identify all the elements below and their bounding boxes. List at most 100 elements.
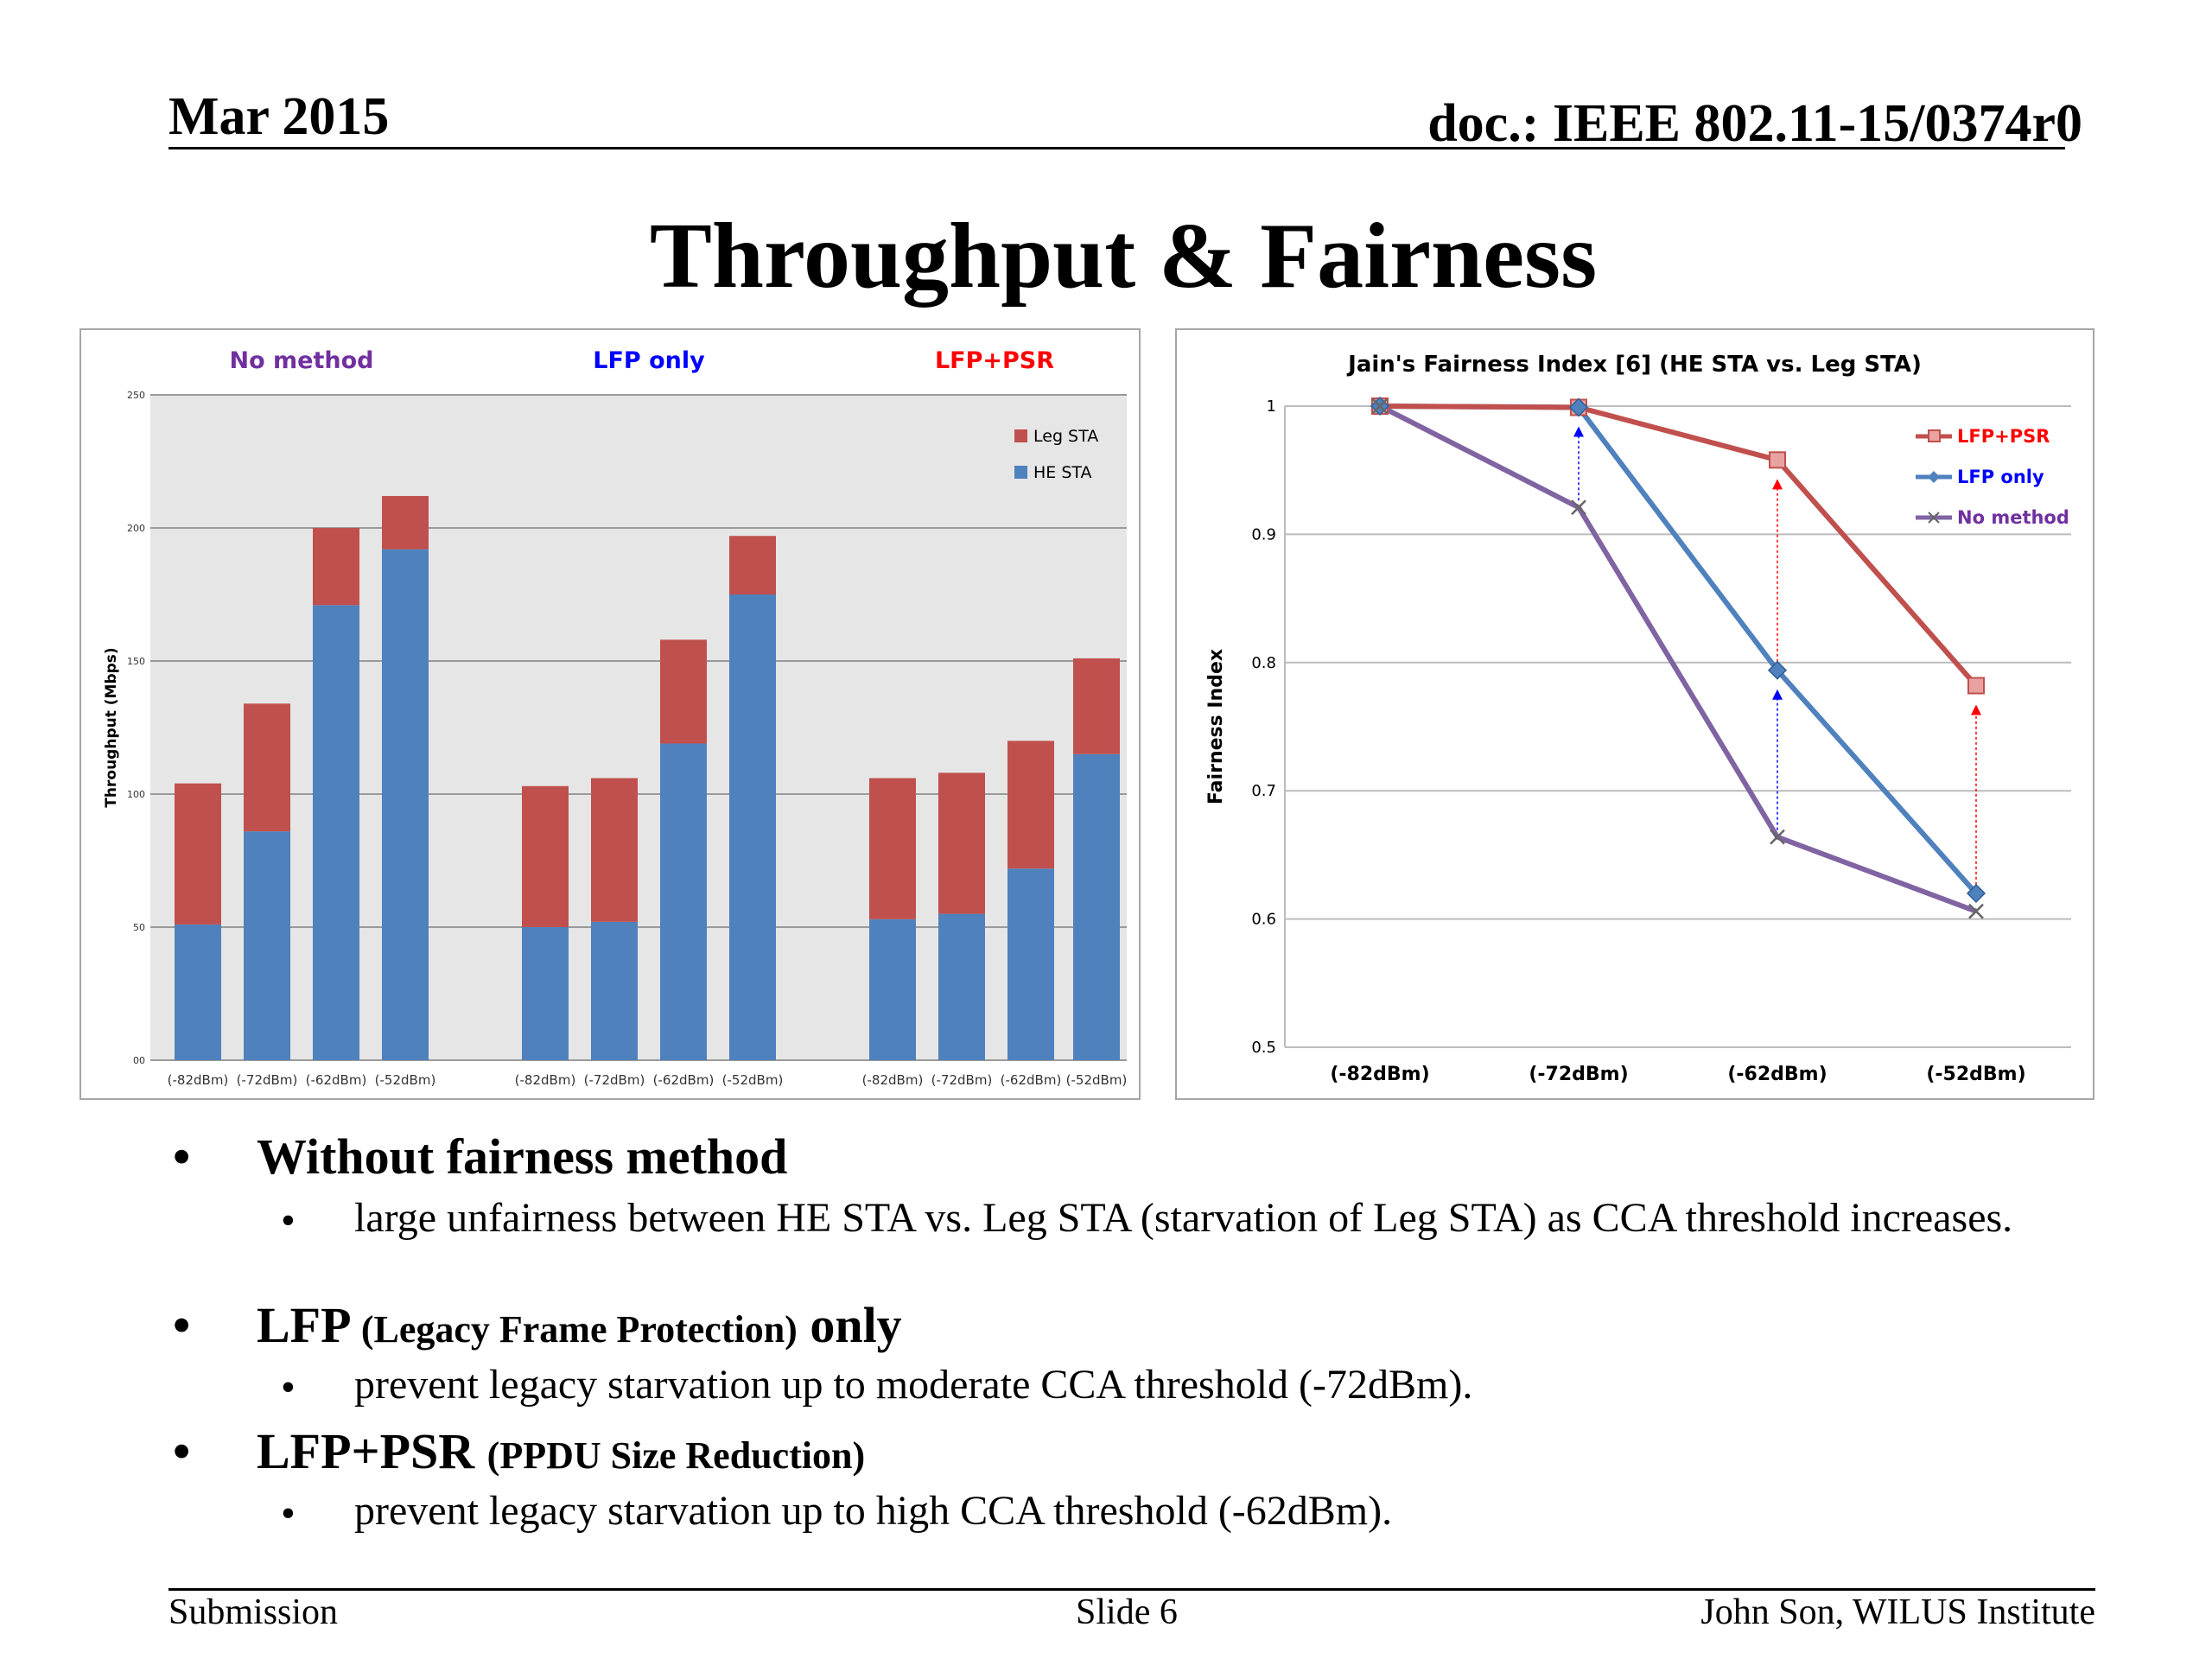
bar-leg-sta [869, 778, 916, 919]
point-marker [1966, 883, 1986, 903]
y-axis-label: Fairness Index [1205, 649, 1227, 804]
footer-submission: Submission [168, 1592, 339, 1632]
footer-slide-number: Slide 6 [1076, 1592, 1178, 1632]
bar-he-sta [382, 549, 429, 1060]
legend-swatch-he [1014, 466, 1027, 479]
improvement-arrow-lfp-head [1772, 689, 1783, 700]
x-tick-label: (-62dBm) [306, 1072, 367, 1088]
bullet-dot: • [173, 1423, 191, 1479]
bullet-main: LFP+PSR [257, 1423, 475, 1479]
bar-he-sta [938, 913, 985, 1060]
bar-leg-sta [660, 639, 707, 744]
legend-label-leg: Leg STA [1033, 427, 1098, 446]
header-rule [168, 147, 2065, 149]
y-tick-label: 0.7 [1251, 782, 1276, 800]
fairness-line-chart: Jain's Fairness Index [6] (HE STA vs. Le… [1175, 328, 2094, 1100]
sub-bullet-dot: • [281, 1364, 296, 1410]
y-tick-label: 0.6 [1251, 911, 1276, 929]
bar-he-sta [1073, 753, 1120, 1060]
bullet-paren: (PPDU Size Reduction) [486, 1434, 866, 1477]
legend-label: LFP+PSR [1957, 426, 2050, 447]
chart-title: Jain's Fairness Index [6] (HE STA vs. Le… [1346, 352, 1922, 378]
bar-he-sta [1007, 868, 1054, 1060]
x-tick-label: (-72dBm) [237, 1072, 298, 1088]
point-marker [1770, 829, 1785, 845]
sub-bullet-dot: • [281, 1491, 296, 1536]
bar-he-sta [729, 594, 776, 1060]
x-tick-label: (-52dBm) [1066, 1072, 1128, 1088]
y-tick-label: 0.8 [1251, 654, 1276, 672]
bar-leg-sta [1007, 741, 1054, 869]
x-tick-label: (-82dBm) [1330, 1064, 1429, 1085]
y-tick-label: 200 [127, 523, 145, 534]
x-tick-label: (-62dBm) [1727, 1064, 1827, 1085]
bullet-main: LFP [257, 1297, 349, 1353]
point-marker [1967, 677, 1985, 695]
legend-marker [1928, 471, 1940, 483]
group-label: LFP+PSR [935, 347, 1054, 374]
x-tick-label: (-82dBm) [862, 1072, 924, 1088]
bar-leg-sta [175, 783, 221, 925]
point-marker [1968, 903, 1984, 919]
point-marker [1568, 397, 1589, 417]
y-axis-label: Throughput (Mbps) [103, 647, 120, 807]
legend-label-he: HE STA [1033, 463, 1092, 482]
sub-bullet-dot: • [281, 1198, 296, 1243]
bullet-tail: only [810, 1297, 902, 1353]
y-tick-label: 150 [127, 656, 145, 667]
x-tick-label: (-72dBm) [1529, 1064, 1628, 1085]
series-line-no-method [1378, 404, 1978, 914]
legend-label: LFP only [1957, 467, 2044, 487]
bar-leg-sta [382, 496, 429, 550]
bar-leg-sta [729, 536, 776, 594]
x-tick-label: (-52dBm) [375, 1072, 436, 1088]
bar-leg-sta [938, 772, 985, 914]
fairness-line-svg: Jain's Fairness Index [6] (HE STA vs. Le… [1205, 352, 2071, 1085]
bar-he-sta [522, 927, 569, 1060]
group-label: LFP only [593, 347, 705, 374]
improvement-arrow-psr-head [1772, 479, 1783, 490]
bullet-dot: • [173, 1297, 191, 1353]
sub-bullet-text: prevent legacy starvation up to moderate… [354, 1362, 1473, 1408]
sub-bullet-text: large unfairness between HE STA vs. Leg … [354, 1195, 2013, 1241]
legend-marker [1928, 429, 1941, 442]
slide-title: Throughput & Fairness [649, 205, 1598, 308]
point-marker [1767, 660, 1788, 680]
bullet-dot: • [173, 1128, 191, 1185]
bar-he-sta [660, 743, 707, 1060]
footer-rule [168, 1588, 2095, 1591]
y-tick-label: 250 [127, 390, 145, 401]
header-doc-id: doc.: IEEE 802.11-15/0374r0 [1427, 94, 2082, 153]
improvement-arrow-psr-head [1971, 704, 1981, 715]
y-tick-label: 1 [1267, 397, 1276, 416]
series-line-lfp-psr [1379, 404, 1979, 688]
throughput-bar-chart: 00 50 100 150 200 250 Throughput (Mbps) No meth… [79, 328, 1141, 1100]
x-tick-label: (-52dBm) [722, 1072, 784, 1088]
bullet-paren: (Legacy Frame Protection) [360, 1308, 798, 1351]
legend-label: No method [1957, 507, 2069, 528]
x-tick-label: (-62dBm) [1001, 1072, 1062, 1088]
throughput-bar-svg: 00 50 100 150 200 250 Throughput (Mbps) No meth… [103, 347, 1128, 1088]
x-tick-label: (-52dBm) [1926, 1064, 2025, 1085]
point-marker [1769, 451, 1786, 469]
y-tick-label: 0.9 [1251, 525, 1276, 543]
legend-swatch-leg [1014, 429, 1027, 442]
series-line-lfp-only [1379, 404, 1979, 895]
x-tick-label: (-82dBm) [515, 1072, 576, 1088]
bar-leg-sta [313, 528, 359, 606]
bar-leg-sta [522, 785, 569, 927]
x-tick-label: (-62dBm) [653, 1072, 715, 1088]
y-tick-label: 100 [127, 789, 145, 800]
point-marker [1571, 499, 1586, 516]
bar-he-sta [869, 918, 916, 1060]
bar-leg-sta [1073, 658, 1120, 754]
header-date: Mar 2015 [168, 87, 390, 146]
y-tick-label: 00 [133, 1055, 145, 1066]
sub-bullet-text: prevent legacy starvation up to high CCA… [354, 1488, 1393, 1534]
bar-he-sta [313, 605, 359, 1060]
x-tick-label: (-82dBm) [168, 1072, 229, 1088]
group-label: No method [230, 347, 374, 374]
bar-he-sta [591, 921, 638, 1060]
legend-marker [1928, 512, 1940, 524]
point-marker [1372, 398, 1388, 414]
